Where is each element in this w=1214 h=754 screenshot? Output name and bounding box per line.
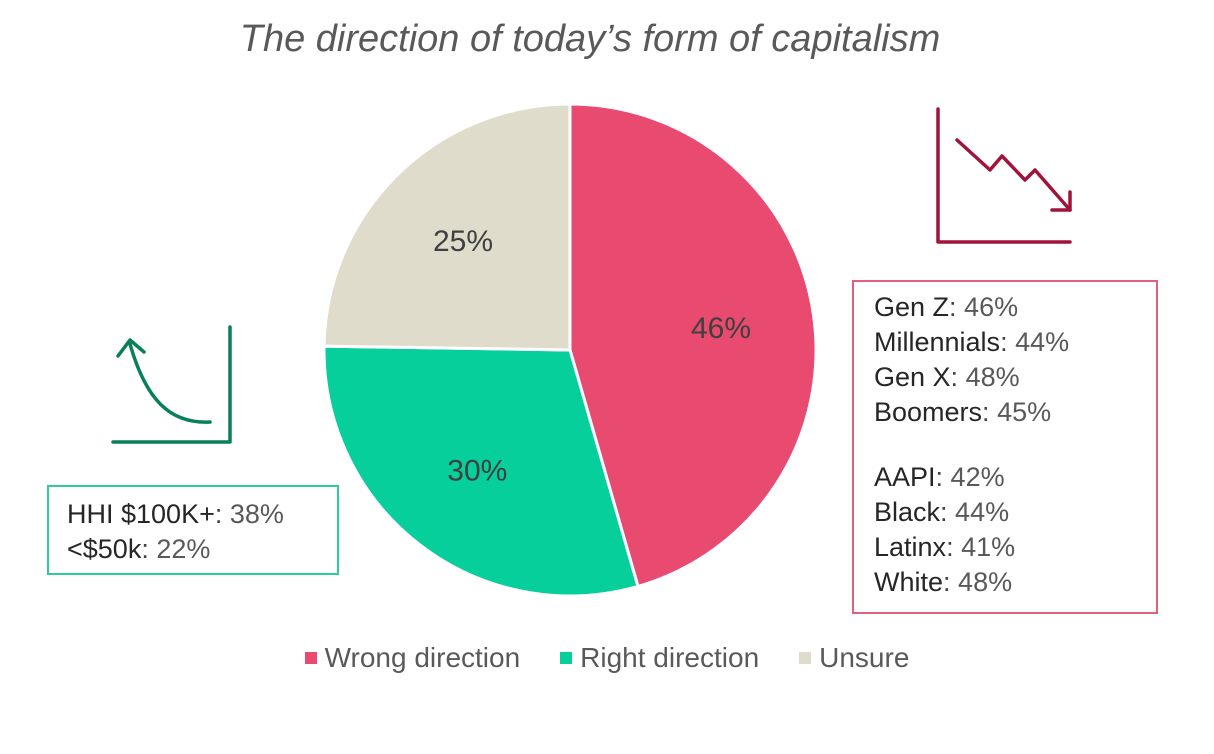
race-row: Latinx: 41% <box>874 532 1016 562</box>
income-row-value: 38% <box>229 499 284 529</box>
race-row-label: Black <box>874 497 941 527</box>
generation-row-value: 44% <box>1015 327 1070 357</box>
trend-up-icon <box>111 325 232 444</box>
race-row-label: Latinx <box>874 532 947 562</box>
race-row-value: 48% <box>958 567 1013 597</box>
pie-slice-unsure <box>322 102 572 352</box>
legend-swatch <box>560 652 573 664</box>
income-callout: HHI $100K+: 38% <$50k: 22% <box>47 485 339 575</box>
race-row-value: 41% <box>961 532 1016 562</box>
generation-row: Gen Z: 46% <box>874 292 1019 322</box>
race-row-label: AAPI <box>874 462 936 492</box>
generation-row: Gen X: 48% <box>874 362 1020 392</box>
chart-title: The direction of today’s form of capital… <box>239 18 941 60</box>
legend-item-unsure: Unsure <box>799 642 909 674</box>
legend: Wrong direction Right direction Unsure <box>0 642 1214 674</box>
trend-down-icon <box>936 107 1072 244</box>
generation-row-label: Gen X <box>874 362 951 392</box>
legend-swatch <box>799 652 812 664</box>
income-row-label: <$50k <box>67 534 142 564</box>
generation-row-value: 48% <box>965 362 1020 392</box>
legend-label: Unsure <box>819 642 910 673</box>
income-row-value: 22% <box>156 534 211 564</box>
legend-swatch <box>304 652 317 664</box>
race-row: AAPI: 42% <box>874 462 1005 492</box>
generation-row-value: 46% <box>964 292 1019 322</box>
race-row-value: 44% <box>955 497 1010 527</box>
race-row: White: 48% <box>874 567 1013 597</box>
legend-label: Wrong direction <box>324 642 521 673</box>
income-row: <$50k: 22% <box>67 534 211 564</box>
legend-label: Right direction <box>580 642 760 673</box>
income-row: HHI $100K+: 38% <box>67 499 284 529</box>
pie-slice-wrong-direction <box>568 102 818 589</box>
pie-slice-right-direction <box>322 344 640 598</box>
legend-item-right-direction: Right direction <box>560 642 759 674</box>
slice-value-label: 25% <box>433 225 493 258</box>
legend-item-wrong-direction: Wrong direction <box>304 642 521 674</box>
slice-value-label: 46% <box>691 312 751 345</box>
race-row-label: White <box>874 567 944 597</box>
slice-value-label: 30% <box>447 455 507 488</box>
generation-row: Millennials: 44% <box>874 327 1070 357</box>
generation-row: Boomers: 45% <box>874 397 1052 427</box>
demographics-callout: Gen Z: 46% Millennials: 44% Gen X: 48% Boom… <box>852 280 1158 614</box>
income-row-label: HHI $100K+ <box>67 499 215 529</box>
generation-breakdown: Gen Z: 46% Millennials: 44% Gen X: 48% Boom… <box>874 290 1136 430</box>
generation-row-label: Boomers <box>874 397 983 427</box>
generation-row-label: Millennials <box>874 327 1001 357</box>
generation-row-label: Gen Z <box>874 292 950 322</box>
race-row: Black: 44% <box>874 497 1010 527</box>
pie-chart: 46% 30% 25% <box>322 102 818 598</box>
race-row-value: 42% <box>950 462 1005 492</box>
race-breakdown: AAPI: 42% Black: 44% Latinx: 41% White: 48% <box>874 460 1136 600</box>
generation-row-value: 45% <box>997 397 1052 427</box>
